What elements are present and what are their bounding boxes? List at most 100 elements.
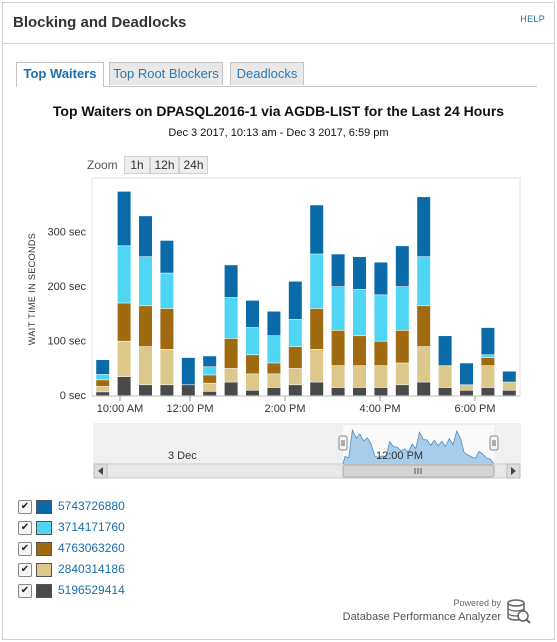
bar-segment[interactable] [139,257,152,306]
bar-segment[interactable] [117,303,131,341]
bar-segment[interactable] [288,346,302,369]
bar-segment[interactable] [331,387,345,396]
bar-segment[interactable] [310,254,324,309]
bar-segment[interactable] [438,387,452,396]
bar-segment[interactable] [460,385,473,390]
bar-segment[interactable] [288,368,302,385]
legend-item[interactable]: ✔ 5196529414 [18,582,218,600]
bar-segment[interactable] [96,360,110,375]
bar-segment[interactable] [117,191,131,246]
bar-segment[interactable] [246,300,259,328]
bar-segment[interactable] [181,357,195,385]
bar-segment[interactable] [96,386,110,392]
bar-segment[interactable] [438,366,452,388]
bar-segment[interactable] [438,336,452,366]
bar-segment[interactable] [203,383,217,392]
bar-segment[interactable] [374,366,388,388]
bar-segment[interactable] [353,387,366,396]
bar-segment[interactable] [331,287,345,330]
bar-segment[interactable] [481,355,495,358]
bar-segment[interactable] [160,349,174,385]
bar-segment[interactable] [288,385,302,396]
bar-segment[interactable] [502,390,516,396]
tab-top-waiters[interactable]: Top Waiters [16,62,104,87]
bar-segment[interactable] [246,374,259,390]
bar-segment[interactable] [417,306,431,347]
legend-item[interactable]: ✔ 2840314186 [18,561,218,579]
legend-item[interactable]: ✔ 3714171760 [18,519,218,537]
tab-deadlocks[interactable]: Deadlocks [230,62,304,85]
bar-segment[interactable] [374,387,388,396]
legend-label[interactable]: 5196529414 [58,583,125,597]
navigator-handle-left[interactable] [338,435,348,451]
bar-segment[interactable] [224,368,238,382]
bar-segment[interactable] [502,382,516,390]
bar-segment[interactable] [203,375,217,383]
help-link[interactable]: HELP [520,14,545,24]
bar-segment[interactable] [224,382,238,396]
bar-segment[interactable] [395,363,409,385]
bar-segment[interactable] [331,366,345,388]
legend-item[interactable]: ✔ 4763063260 [18,540,218,558]
bar-segment[interactable] [117,246,131,303]
bar-segment[interactable] [203,356,217,367]
bar-segment[interactable] [310,205,324,254]
bar-segment[interactable] [160,308,174,350]
bar-segment[interactable] [96,374,110,380]
legend-label[interactable]: 2840314186 [58,562,125,576]
tab-top-root-blockers[interactable]: Top Root Blockers [109,62,223,85]
bar-segment[interactable] [395,330,409,363]
bar-segment[interactable] [139,216,152,257]
bar-segment[interactable] [224,297,238,339]
bar-segment[interactable] [117,341,131,377]
bar-segment[interactable] [502,371,516,382]
bar-segment[interactable] [246,355,259,374]
bar-segment[interactable] [460,390,473,396]
bar-segment[interactable] [224,338,238,369]
bar-segment[interactable] [353,289,366,336]
legend-checkbox[interactable]: ✔ [18,521,32,535]
bar-segment[interactable] [160,240,174,273]
bar-segment[interactable] [481,366,495,388]
bar-segment[interactable] [246,390,259,396]
bar-segment[interactable] [353,336,366,366]
bar-segment[interactable] [374,262,388,295]
bar-segment[interactable] [267,374,281,388]
bar-segment[interactable] [374,341,388,366]
bar-segment[interactable] [417,382,431,396]
bar-segment[interactable] [310,382,324,396]
bar-segment[interactable] [481,387,495,396]
bar-segment[interactable] [267,311,281,336]
bar-segment[interactable] [203,391,217,396]
bar-segment[interactable] [331,254,345,287]
bar-segment[interactable] [395,385,409,396]
bar-segment[interactable] [117,376,131,396]
bar-segment[interactable] [288,281,302,320]
bar-segment[interactable] [96,380,110,387]
legend-label[interactable]: 3714171760 [58,520,125,534]
legend-checkbox[interactable]: ✔ [18,500,32,514]
navigator-handle-right[interactable] [489,435,499,451]
bar-segment[interactable] [288,319,302,347]
bar-segment[interactable] [417,197,431,257]
legend-label[interactable]: 5743726880 [58,499,125,513]
legend-item[interactable]: ✔ 5743726880 [18,498,218,516]
legend-checkbox[interactable]: ✔ [18,584,32,598]
bar-segment[interactable] [224,265,238,298]
bar-segment[interactable] [160,385,174,396]
bar-segment[interactable] [267,363,281,374]
bar-segment[interactable] [310,308,324,350]
zoom-1h-button[interactable]: 1h [124,156,150,174]
bar-segment[interactable] [331,330,345,366]
bar-segment[interactable] [139,306,152,347]
bar-segment[interactable] [353,366,366,388]
zoom-24h-button[interactable]: 24h [179,156,208,174]
legend-checkbox[interactable]: ✔ [18,563,32,577]
bar-segment[interactable] [395,287,409,330]
bar-segment[interactable] [395,246,409,287]
bar-segment[interactable] [203,367,217,375]
bar-segment[interactable] [460,363,473,385]
bar-segment[interactable] [96,392,110,396]
bar-segment[interactable] [417,346,431,382]
bar-segment[interactable] [481,357,495,366]
